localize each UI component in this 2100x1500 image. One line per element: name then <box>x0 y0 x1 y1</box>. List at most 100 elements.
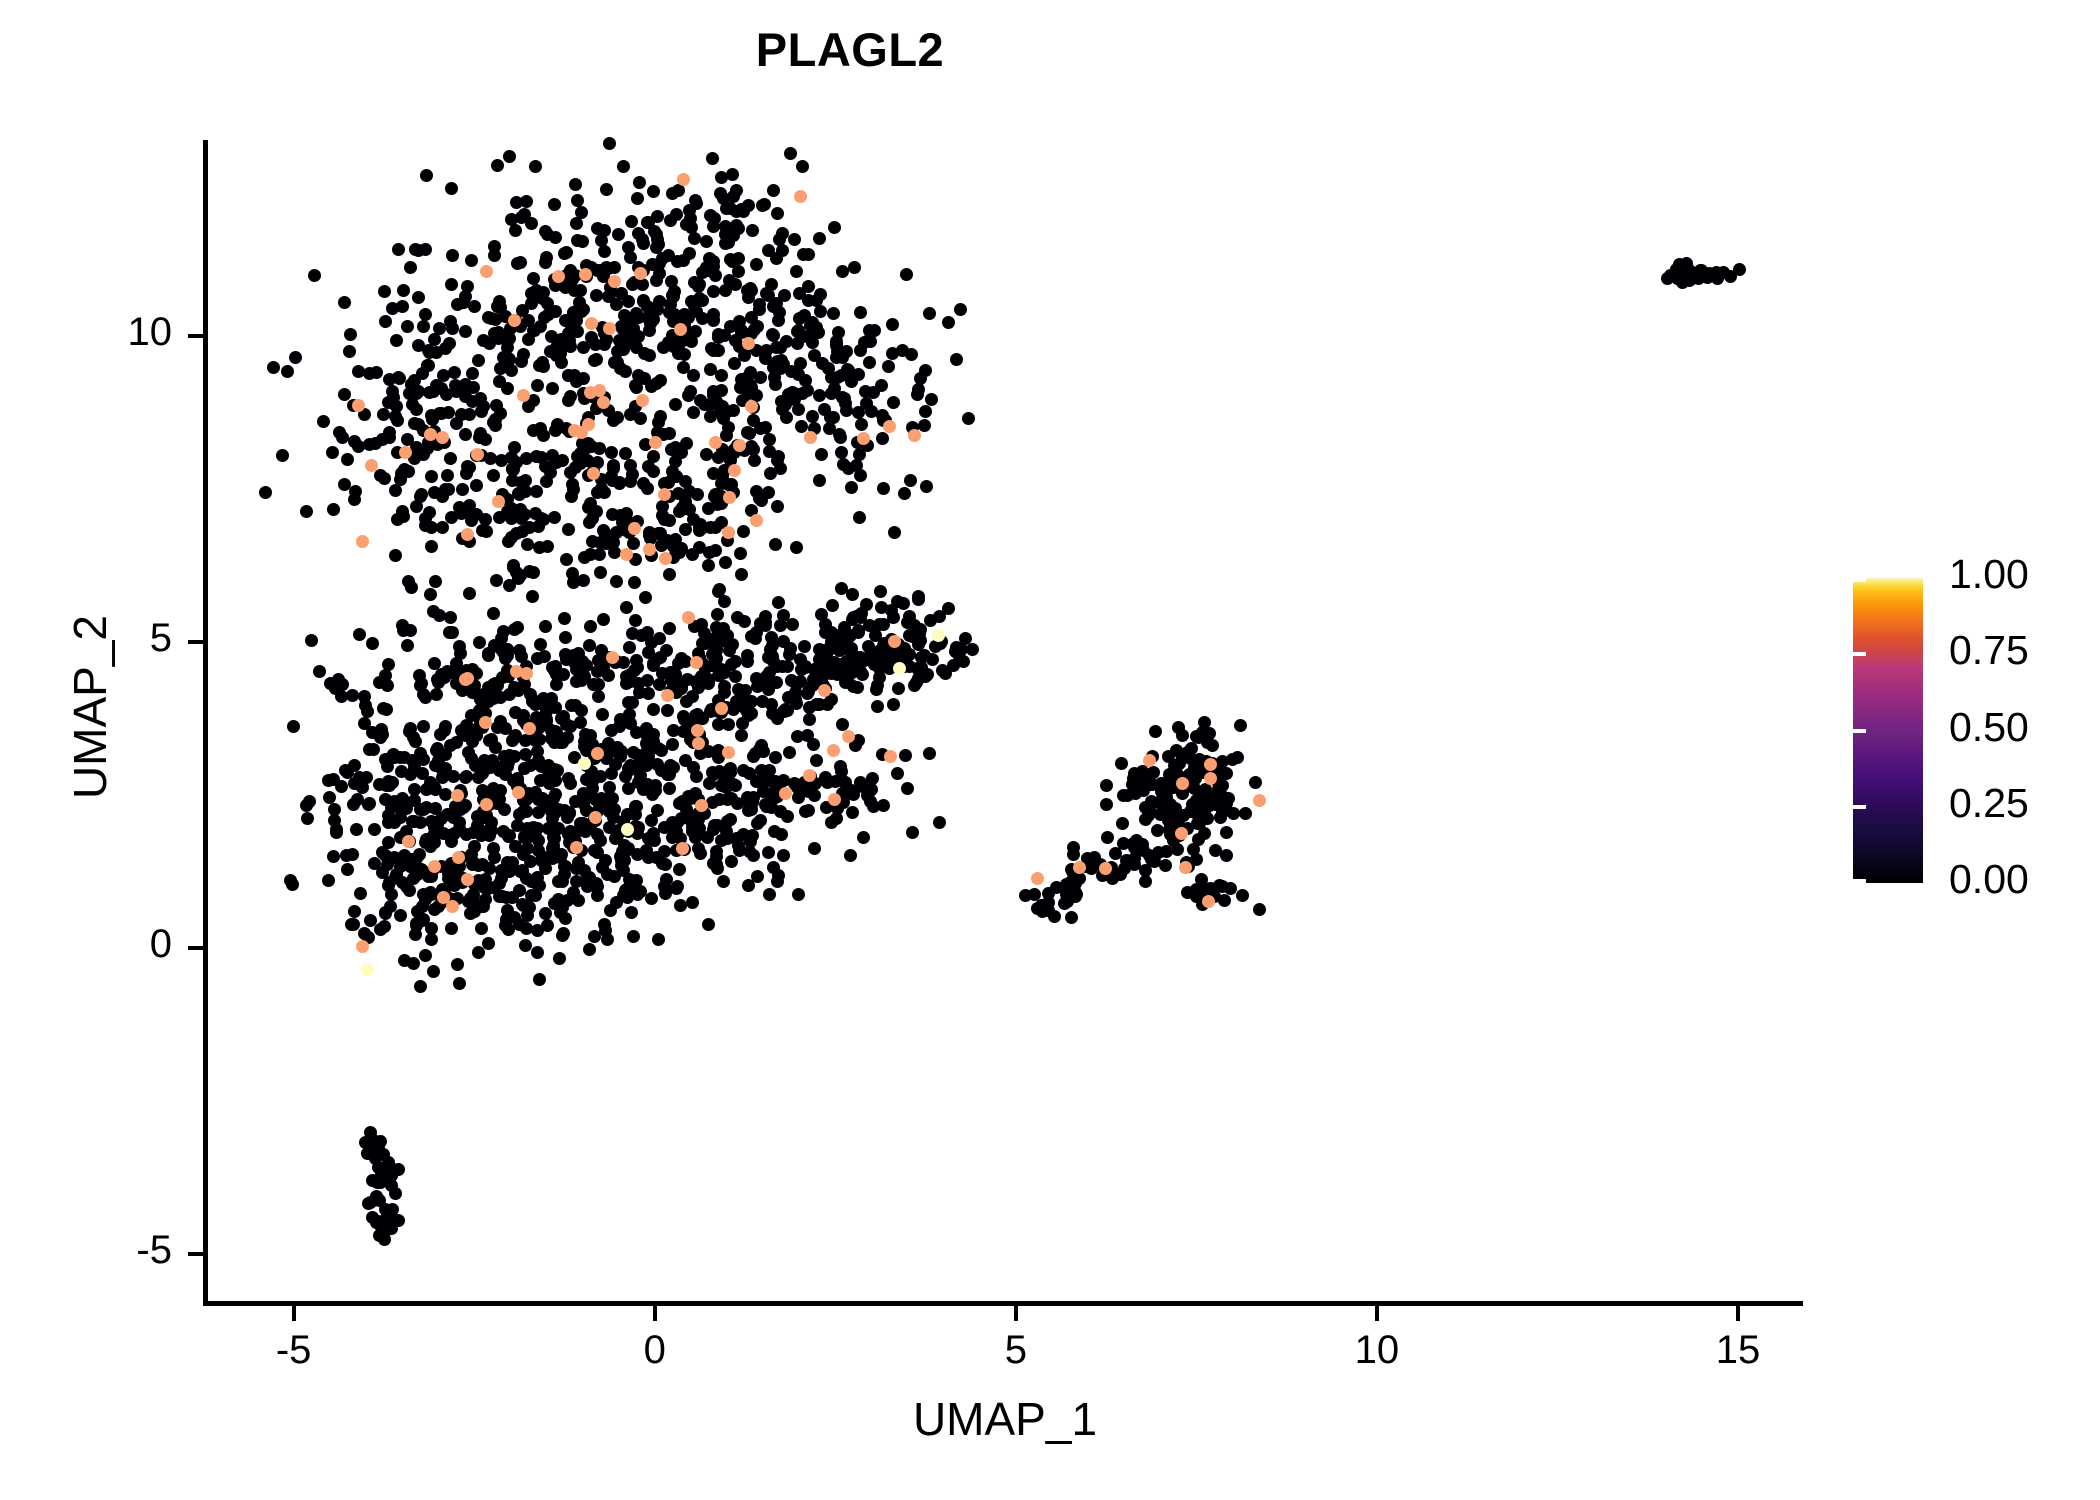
data-point <box>711 607 725 621</box>
data-point <box>769 675 783 689</box>
data-point <box>659 873 673 887</box>
data-point <box>533 540 547 554</box>
data-point <box>610 741 624 754</box>
data-point <box>1252 902 1266 916</box>
data-point <box>627 575 641 589</box>
data-point <box>427 384 441 398</box>
data-point <box>678 522 692 536</box>
data-point <box>611 411 625 425</box>
data-point <box>571 893 585 907</box>
data-point <box>793 189 807 203</box>
data-point <box>854 664 868 678</box>
data-point <box>379 314 393 328</box>
data-point <box>862 355 876 369</box>
data-point <box>794 419 808 433</box>
data-point <box>662 768 676 782</box>
data-point <box>851 405 865 419</box>
data-point <box>519 938 533 952</box>
data-point <box>849 459 863 473</box>
data-point <box>494 454 508 468</box>
data-point <box>376 408 390 422</box>
data-point <box>393 801 407 815</box>
data-point <box>1153 807 1167 821</box>
data-point <box>649 273 663 287</box>
data-point <box>950 352 963 366</box>
data-point <box>531 833 545 847</box>
data-point <box>924 393 938 406</box>
data-point <box>455 506 469 520</box>
data-point <box>702 545 716 559</box>
data-point <box>520 194 534 208</box>
data-point <box>469 478 483 492</box>
data-point <box>392 1213 406 1227</box>
data-point <box>1249 775 1263 789</box>
data-point <box>379 702 393 716</box>
data-point <box>583 942 597 956</box>
data-point <box>861 788 875 802</box>
data-point <box>414 802 428 816</box>
data-point <box>470 818 484 832</box>
data-point <box>829 350 843 364</box>
data-point <box>722 525 735 539</box>
data-point <box>647 833 661 847</box>
data-point <box>462 586 476 600</box>
data-point <box>794 652 808 666</box>
data-point <box>466 380 480 394</box>
data-point <box>631 775 645 789</box>
data-point <box>658 552 672 566</box>
data-point <box>1100 797 1114 811</box>
data-point <box>966 642 980 656</box>
data-point <box>914 651 928 664</box>
data-point <box>676 173 690 187</box>
data-point <box>367 822 381 836</box>
data-point <box>846 610 860 624</box>
data-point <box>486 607 500 621</box>
data-point <box>326 445 340 459</box>
data-point <box>1047 909 1061 923</box>
data-point <box>468 300 482 314</box>
data-point <box>725 255 739 269</box>
data-point <box>721 404 735 418</box>
data-point <box>754 814 768 827</box>
data-point <box>1176 776 1190 790</box>
data-point <box>372 726 386 739</box>
data-point <box>701 830 715 844</box>
data-point <box>753 421 767 435</box>
data-point <box>776 705 790 719</box>
data-point <box>267 360 281 374</box>
data-point <box>791 887 805 901</box>
data-point <box>603 804 616 818</box>
data-point <box>402 883 416 897</box>
data-point <box>360 704 374 718</box>
y-tick-label: 0 <box>149 921 172 966</box>
data-point <box>414 979 428 993</box>
data-point <box>840 344 854 358</box>
data-point <box>537 649 551 663</box>
data-point <box>450 957 464 971</box>
data-point <box>589 792 603 806</box>
data-point <box>397 284 411 297</box>
data-point <box>484 815 498 829</box>
data-point <box>662 514 676 528</box>
data-point <box>633 175 647 189</box>
data-point <box>923 746 937 760</box>
data-point <box>397 463 411 477</box>
data-point <box>411 290 425 304</box>
data-point <box>382 879 395 893</box>
data-point <box>587 354 601 367</box>
data-point <box>1215 779 1229 792</box>
data-point <box>663 781 677 795</box>
data-point <box>544 329 558 343</box>
data-point <box>787 232 801 246</box>
data-point <box>445 182 459 196</box>
data-point <box>704 342 718 356</box>
data-point <box>685 334 699 348</box>
data-point <box>663 213 677 227</box>
data-point <box>258 485 272 499</box>
data-point <box>831 326 845 340</box>
data-point <box>451 788 465 802</box>
data-point <box>712 792 726 806</box>
data-point <box>480 265 493 279</box>
data-point <box>502 578 516 592</box>
colorbar-tick-label: 0.75 <box>1949 627 2029 674</box>
